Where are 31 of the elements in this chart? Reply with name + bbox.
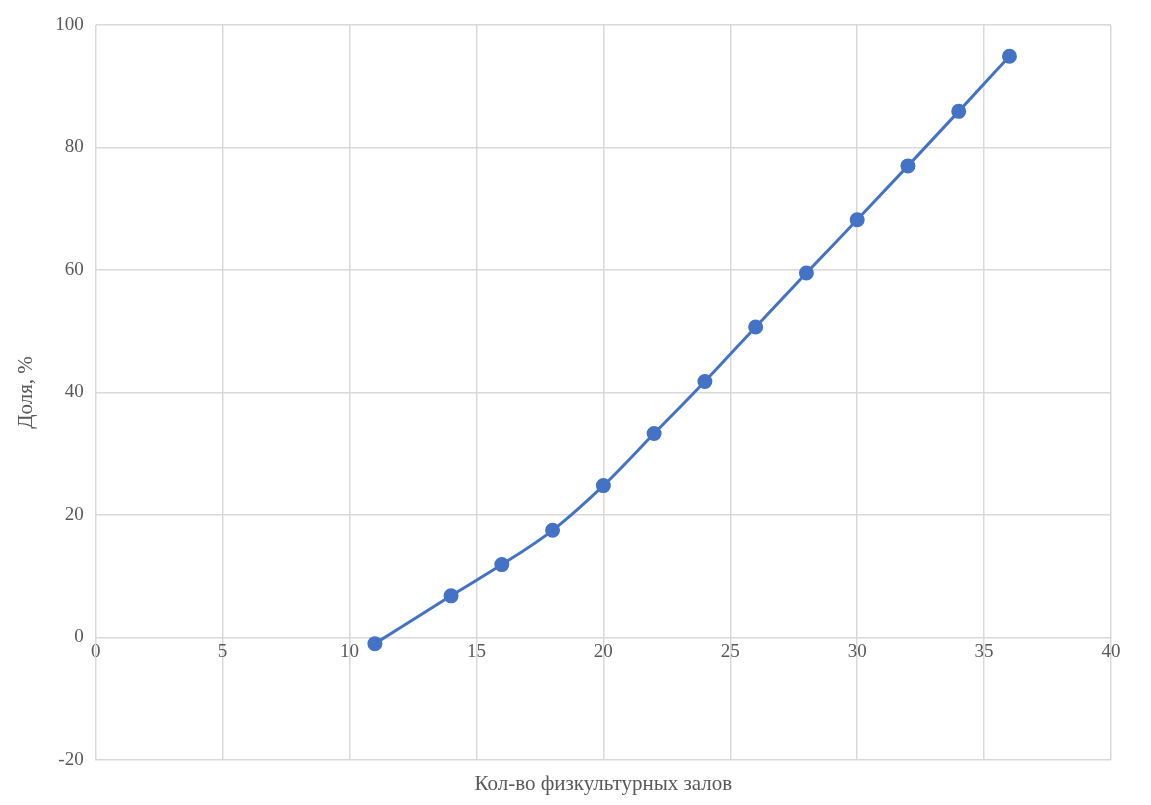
point: [545, 522, 561, 538]
point: [595, 478, 611, 494]
y-tick-label: 60: [64, 257, 84, 279]
x-tick-label: 5: [217, 639, 228, 661]
x-axis-title: Кол-во физкультурных залов: [474, 770, 733, 795]
point: [798, 265, 814, 281]
x-tick-label: 35: [974, 639, 994, 661]
y-tick-label: -20: [58, 747, 84, 769]
point: [367, 636, 383, 652]
y-tick-label: 40: [64, 380, 84, 402]
point: [443, 588, 459, 604]
y-tick-label: 20: [64, 502, 84, 524]
x-tick-label: 40: [1101, 639, 1121, 661]
x-tick-label: 25: [720, 639, 740, 661]
y-tick-label: 80: [64, 135, 84, 157]
y-tick-label: 100: [55, 12, 84, 34]
x-tick-label: 20: [593, 639, 613, 661]
point: [951, 103, 967, 119]
point: [748, 319, 764, 335]
x-tick-label: 10: [340, 639, 360, 661]
y-axis-title: Доля, %: [13, 356, 38, 429]
point: [1001, 48, 1017, 64]
y-tick-label: 0: [74, 625, 84, 647]
x-tick-label: 30: [847, 639, 867, 661]
point: [900, 158, 916, 174]
point: [697, 373, 713, 389]
point: [494, 557, 510, 573]
point: [849, 212, 865, 228]
point: [646, 426, 662, 442]
x-tick-label: 15: [466, 639, 486, 661]
x-tick-label: 0: [90, 639, 101, 661]
